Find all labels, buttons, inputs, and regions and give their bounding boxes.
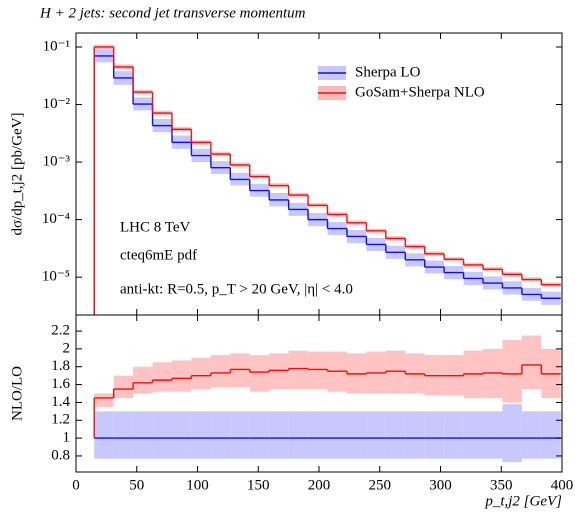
- uncertainty-band: [133, 411, 153, 459]
- uncertainty-band: [133, 366, 153, 394]
- uncertainty-band: [483, 411, 503, 459]
- y-axis-label: dσ/dp_t,j2 [pb/GeV]: [9, 112, 25, 235]
- y-tick-label: 10⁻⁵: [42, 269, 70, 285]
- legend-label: Sherpa LO: [355, 64, 421, 80]
- x-tick-label: 300: [429, 477, 452, 493]
- y-tick-label: 10⁻³: [43, 154, 71, 170]
- y-tick-label: 10⁻¹: [43, 38, 70, 54]
- uncertainty-band: [385, 411, 406, 459]
- uncertainty-band: [385, 350, 406, 394]
- uncertainty-band: [346, 411, 367, 459]
- x-tick-label: 0: [72, 477, 80, 493]
- uncertainty-band: [230, 411, 250, 459]
- uncertainty-band: [113, 375, 134, 398]
- x-tick-label: 50: [129, 477, 144, 493]
- chart-title: H + 2 jets: second jet transverse moment…: [39, 5, 306, 21]
- annotation: anti-kt: R=0.5, p_T > 20 GeV, |η| < 4.0: [120, 281, 353, 297]
- uncertainty-band: [541, 411, 561, 459]
- x-tick-label: 350: [490, 477, 513, 493]
- uncertainty-band: [308, 411, 328, 459]
- uncertainty-band: [288, 411, 309, 459]
- legend-label: GoSam+Sherpa NLO: [355, 84, 485, 100]
- y-tick-label: 1.8: [51, 358, 70, 374]
- y-tick-label: 10⁻²: [43, 96, 71, 112]
- uncertainty-band: [249, 411, 270, 459]
- uncertainty-band: [210, 411, 231, 459]
- uncertainty-band: [191, 411, 211, 459]
- y-tick-label: 0.8: [51, 447, 70, 463]
- uncertainty-band: [269, 411, 289, 459]
- x-tick-label: 200: [308, 477, 331, 493]
- uncertainty-band: [327, 411, 347, 459]
- uncertainty-band: [210, 355, 231, 388]
- uncertainty-band: [288, 350, 309, 390]
- plot-frame: [75, 314, 563, 473]
- uncertainty-band: [502, 339, 522, 403]
- x-tick-label: 150: [247, 477, 270, 493]
- uncertainty-band: [521, 411, 542, 459]
- uncertainty-band: [171, 411, 192, 459]
- annotation: cteq6mE pdf: [120, 247, 197, 263]
- uncertainty-band: [269, 353, 289, 390]
- uncertainty-band: [152, 362, 172, 392]
- uncertainty-band: [230, 353, 250, 388]
- uncertainty-band: [405, 411, 425, 459]
- y-axis-label: NLO/LO: [9, 366, 25, 421]
- uncertainty-band: [191, 357, 211, 390]
- uncertainty-band: [366, 411, 386, 459]
- y-tick-label: 1: [63, 430, 71, 446]
- y-tick-label: 10⁻⁴: [42, 211, 70, 227]
- annotation: LHC 8 TeV: [120, 219, 191, 235]
- uncertainty-band: [152, 411, 172, 459]
- x-tick-label: 400: [551, 477, 574, 493]
- uncertainty-band: [463, 411, 484, 459]
- uncertainty-band: [113, 411, 134, 459]
- x-tick-label: 100: [186, 477, 209, 493]
- uncertainty-band: [502, 404, 522, 463]
- x-axis-label: p_t,j2 [GeV]: [484, 493, 562, 509]
- y-tick-label: 1.6: [51, 376, 70, 392]
- uncertainty-band: [94, 393, 114, 407]
- uncertainty-band: [308, 351, 328, 390]
- uncertainty-band: [521, 335, 542, 390]
- y-tick-label: 2: [63, 340, 71, 356]
- y-tick-label: 2.2: [51, 322, 70, 338]
- uncertainty-band: [94, 411, 114, 459]
- x-tick-label: 250: [369, 477, 392, 493]
- y-tick-label: 1.4: [51, 394, 70, 410]
- uncertainty-band: [424, 411, 445, 459]
- uncertainty-band: [249, 355, 270, 392]
- y-tick-label: 1.2: [51, 412, 70, 428]
- uncertainty-band: [171, 360, 192, 392]
- uncertainty-band: [444, 411, 464, 459]
